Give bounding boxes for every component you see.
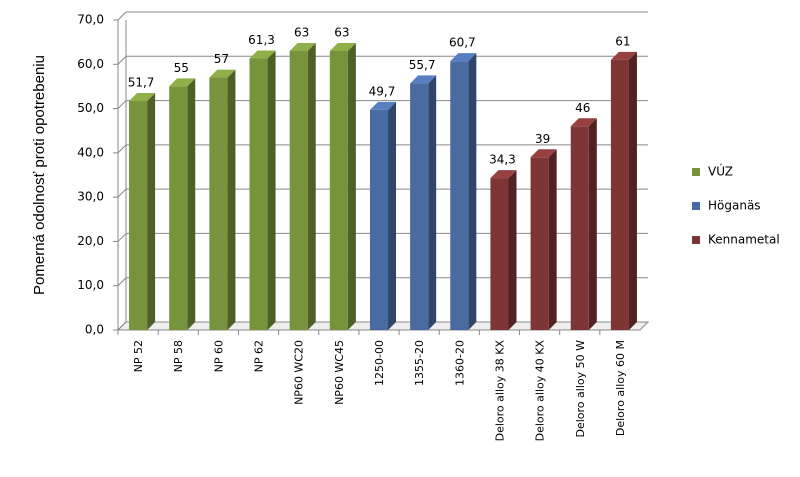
- x-tick-label: Deloro alloy 50 W: [574, 340, 587, 438]
- bar: [450, 61, 469, 330]
- bar: [490, 178, 509, 330]
- legend-swatch: [692, 168, 700, 176]
- grid-depth: [117, 321, 127, 331]
- legend-label: Kennametal: [708, 233, 780, 247]
- y-tick-label: 30,0: [77, 190, 104, 204]
- x-tick-label: NP 58: [172, 340, 185, 372]
- value-label: 51,7: [128, 76, 155, 90]
- legend-swatch: [692, 236, 700, 244]
- bar-top: [329, 43, 356, 51]
- bar-top: [610, 51, 637, 60]
- bar-side: [307, 43, 316, 330]
- x-tick-label: 1360-20: [453, 340, 466, 386]
- y-axis-label: Pomerná odolnosť proti opotrebeniu: [31, 55, 48, 295]
- bar: [610, 59, 629, 330]
- bar: [410, 83, 429, 330]
- x-tick-label: NP60 WC45: [333, 340, 346, 405]
- bar: [129, 101, 148, 331]
- y-tick-label: 10,0: [77, 278, 104, 292]
- bar-side: [187, 78, 196, 330]
- bar-side: [588, 118, 597, 331]
- y-tick-label: 20,0: [77, 234, 104, 248]
- bar: [369, 109, 389, 331]
- bar-side: [147, 93, 156, 331]
- bar-top: [530, 149, 557, 158]
- value-label: 55,7: [409, 58, 436, 72]
- y-tick-label: 40,0: [77, 145, 104, 159]
- grid-depth: [117, 277, 127, 287]
- grid-depth: [117, 233, 127, 242]
- value-label: 57: [214, 52, 229, 66]
- value-label: 61,3: [248, 33, 275, 47]
- bar-side: [548, 149, 557, 330]
- bar: [209, 77, 228, 330]
- value-label: 60,7: [449, 36, 476, 50]
- legend-label: VÚZ: [708, 164, 733, 179]
- bar-top: [249, 50, 276, 59]
- x-tick-label: 1250-00: [373, 340, 386, 386]
- value-label: 61: [615, 34, 630, 48]
- bar-side: [347, 43, 356, 330]
- x-tick-label: NP60 WC20: [293, 340, 306, 405]
- legend-label: Höganäs: [708, 199, 761, 213]
- bar-top: [450, 53, 477, 62]
- grid-depth: [117, 55, 127, 65]
- bar-top: [410, 75, 437, 84]
- legend-swatch: [692, 202, 700, 210]
- bar: [289, 51, 308, 330]
- bar: [169, 86, 188, 330]
- bar: [570, 126, 589, 331]
- bar-top: [570, 118, 597, 127]
- value-label: 63: [334, 26, 349, 40]
- bar-side: [227, 69, 236, 331]
- value-label: 34,3: [489, 153, 516, 167]
- x-tick-label: 1355-20: [413, 340, 426, 386]
- bar-side: [428, 75, 437, 330]
- value-label: 55: [174, 61, 189, 75]
- y-tick-label: 70,0: [77, 13, 104, 27]
- bar-top: [169, 78, 196, 87]
- bar-side: [468, 53, 477, 330]
- bar-side: [508, 170, 517, 330]
- value-label: 46: [575, 101, 590, 115]
- bar-side: [267, 50, 276, 331]
- value-label: 49,7: [369, 84, 396, 98]
- y-tick-label: 0,0: [85, 323, 104, 337]
- bar-top: [369, 101, 397, 110]
- bar: [249, 58, 268, 331]
- x-tick-label: Deloro alloy 60 M: [614, 340, 627, 436]
- y-tick-label: 60,0: [77, 57, 104, 71]
- y-tick-label: 50,0: [77, 101, 104, 115]
- bar-side: [388, 101, 397, 331]
- x-tick-label: NP 60: [212, 340, 225, 372]
- x-tick-label: NP 52: [132, 340, 145, 372]
- value-label: 63: [294, 26, 309, 40]
- x-tick-label: NP 62: [253, 340, 266, 372]
- bar-top: [289, 43, 316, 51]
- x-tick-label: Deloro alloy 38 KX: [493, 340, 506, 442]
- bar-top: [209, 69, 236, 78]
- bar: [329, 51, 348, 330]
- bar-top: [129, 93, 156, 102]
- bar-top: [490, 170, 517, 179]
- bar-side: [628, 51, 637, 330]
- grid-depth: [117, 188, 127, 198]
- back-wall: [117, 20, 127, 331]
- x-tick-label: Deloro alloy 40 KX: [534, 340, 547, 442]
- grid-depth: [117, 100, 127, 109]
- grid-depth: [117, 11, 127, 21]
- value-label: 39: [535, 132, 550, 146]
- grid-depth: [117, 144, 127, 154]
- bar: [530, 157, 549, 330]
